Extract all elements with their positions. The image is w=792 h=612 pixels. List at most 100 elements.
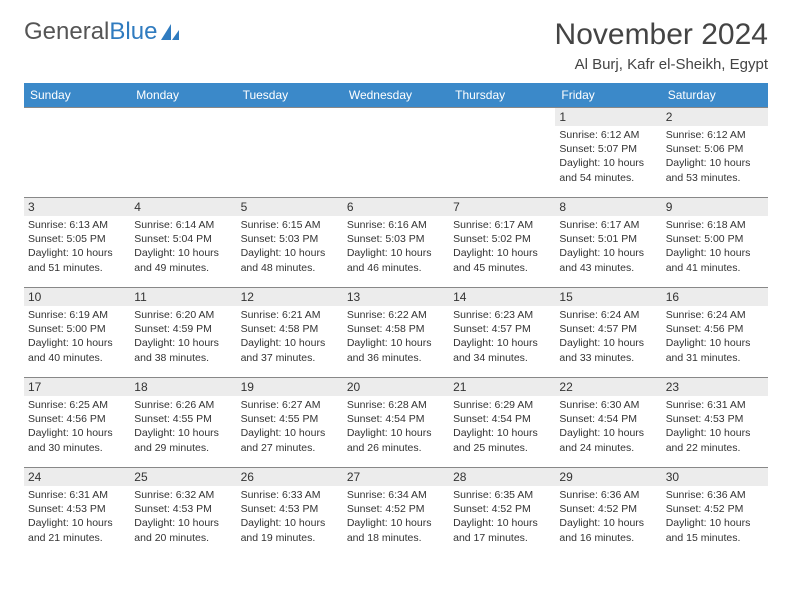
day-details: Sunrise: 6:16 AMSunset: 5:03 PMDaylight:… bbox=[343, 216, 449, 279]
calendar-body: 1Sunrise: 6:12 AMSunset: 5:07 PMDaylight… bbox=[24, 108, 768, 558]
day-number: 24 bbox=[24, 468, 130, 486]
empty-cell bbox=[449, 108, 555, 198]
weekday-header: Wednesday bbox=[343, 83, 449, 108]
day-details: Sunrise: 6:18 AMSunset: 5:00 PMDaylight:… bbox=[662, 216, 768, 279]
day-cell: 22Sunrise: 6:30 AMSunset: 4:54 PMDayligh… bbox=[555, 378, 661, 468]
day-cell: 2Sunrise: 6:12 AMSunset: 5:06 PMDaylight… bbox=[662, 108, 768, 198]
day-cell: 29Sunrise: 6:36 AMSunset: 4:52 PMDayligh… bbox=[555, 468, 661, 558]
month-title: November 2024 bbox=[555, 18, 768, 52]
empty-cell bbox=[130, 108, 236, 198]
day-number: 25 bbox=[130, 468, 236, 486]
day-number: 27 bbox=[343, 468, 449, 486]
day-cell: 14Sunrise: 6:23 AMSunset: 4:57 PMDayligh… bbox=[449, 288, 555, 378]
day-details: Sunrise: 6:30 AMSunset: 4:54 PMDaylight:… bbox=[555, 396, 661, 459]
day-details: Sunrise: 6:36 AMSunset: 4:52 PMDaylight:… bbox=[555, 486, 661, 549]
day-number: 17 bbox=[24, 378, 130, 396]
logo-sail-icon bbox=[159, 22, 181, 42]
day-details: Sunrise: 6:24 AMSunset: 4:57 PMDaylight:… bbox=[555, 306, 661, 369]
day-details: Sunrise: 6:24 AMSunset: 4:56 PMDaylight:… bbox=[662, 306, 768, 369]
day-number: 21 bbox=[449, 378, 555, 396]
day-details: Sunrise: 6:34 AMSunset: 4:52 PMDaylight:… bbox=[343, 486, 449, 549]
day-number: 12 bbox=[237, 288, 343, 306]
day-details: Sunrise: 6:25 AMSunset: 4:56 PMDaylight:… bbox=[24, 396, 130, 459]
header: GeneralBlue November 2024 Al Burj, Kafr … bbox=[24, 18, 768, 73]
logo: GeneralBlue bbox=[24, 18, 181, 46]
day-number: 2 bbox=[662, 108, 768, 126]
day-cell: 5Sunrise: 6:15 AMSunset: 5:03 PMDaylight… bbox=[237, 198, 343, 288]
day-details: Sunrise: 6:15 AMSunset: 5:03 PMDaylight:… bbox=[237, 216, 343, 279]
day-details: Sunrise: 6:20 AMSunset: 4:59 PMDaylight:… bbox=[130, 306, 236, 369]
weekday-header: Tuesday bbox=[237, 83, 343, 108]
day-number: 20 bbox=[343, 378, 449, 396]
day-details: Sunrise: 6:29 AMSunset: 4:54 PMDaylight:… bbox=[449, 396, 555, 459]
day-cell: 27Sunrise: 6:34 AMSunset: 4:52 PMDayligh… bbox=[343, 468, 449, 558]
location: Al Burj, Kafr el-Sheikh, Egypt bbox=[555, 56, 768, 73]
day-details: Sunrise: 6:31 AMSunset: 4:53 PMDaylight:… bbox=[662, 396, 768, 459]
day-cell: 24Sunrise: 6:31 AMSunset: 4:53 PMDayligh… bbox=[24, 468, 130, 558]
day-details: Sunrise: 6:33 AMSunset: 4:53 PMDaylight:… bbox=[237, 486, 343, 549]
day-number: 4 bbox=[130, 198, 236, 216]
day-cell: 10Sunrise: 6:19 AMSunset: 5:00 PMDayligh… bbox=[24, 288, 130, 378]
day-details: Sunrise: 6:12 AMSunset: 5:07 PMDaylight:… bbox=[555, 126, 661, 189]
day-cell: 30Sunrise: 6:36 AMSunset: 4:52 PMDayligh… bbox=[662, 468, 768, 558]
day-details: Sunrise: 6:22 AMSunset: 4:58 PMDaylight:… bbox=[343, 306, 449, 369]
day-cell: 23Sunrise: 6:31 AMSunset: 4:53 PMDayligh… bbox=[662, 378, 768, 468]
day-number: 3 bbox=[24, 198, 130, 216]
day-details: Sunrise: 6:36 AMSunset: 4:52 PMDaylight:… bbox=[662, 486, 768, 549]
day-details: Sunrise: 6:28 AMSunset: 4:54 PMDaylight:… bbox=[343, 396, 449, 459]
day-details: Sunrise: 6:27 AMSunset: 4:55 PMDaylight:… bbox=[237, 396, 343, 459]
day-cell: 3Sunrise: 6:13 AMSunset: 5:05 PMDaylight… bbox=[24, 198, 130, 288]
day-cell: 17Sunrise: 6:25 AMSunset: 4:56 PMDayligh… bbox=[24, 378, 130, 468]
empty-cell bbox=[237, 108, 343, 198]
day-details: Sunrise: 6:17 AMSunset: 5:01 PMDaylight:… bbox=[555, 216, 661, 279]
day-cell: 13Sunrise: 6:22 AMSunset: 4:58 PMDayligh… bbox=[343, 288, 449, 378]
day-number: 23 bbox=[662, 378, 768, 396]
day-number: 29 bbox=[555, 468, 661, 486]
day-details: Sunrise: 6:14 AMSunset: 5:04 PMDaylight:… bbox=[130, 216, 236, 279]
day-cell: 8Sunrise: 6:17 AMSunset: 5:01 PMDaylight… bbox=[555, 198, 661, 288]
weekday-header: Thursday bbox=[449, 83, 555, 108]
day-details: Sunrise: 6:12 AMSunset: 5:06 PMDaylight:… bbox=[662, 126, 768, 189]
day-number: 30 bbox=[662, 468, 768, 486]
day-details: Sunrise: 6:17 AMSunset: 5:02 PMDaylight:… bbox=[449, 216, 555, 279]
day-number: 5 bbox=[237, 198, 343, 216]
day-cell: 16Sunrise: 6:24 AMSunset: 4:56 PMDayligh… bbox=[662, 288, 768, 378]
calendar-table: SundayMondayTuesdayWednesdayThursdayFrid… bbox=[24, 83, 768, 558]
day-details: Sunrise: 6:13 AMSunset: 5:05 PMDaylight:… bbox=[24, 216, 130, 279]
calendar-head: SundayMondayTuesdayWednesdayThursdayFrid… bbox=[24, 83, 768, 108]
day-number: 9 bbox=[662, 198, 768, 216]
day-number: 11 bbox=[130, 288, 236, 306]
day-number: 19 bbox=[237, 378, 343, 396]
day-number: 16 bbox=[662, 288, 768, 306]
day-details: Sunrise: 6:21 AMSunset: 4:58 PMDaylight:… bbox=[237, 306, 343, 369]
day-cell: 26Sunrise: 6:33 AMSunset: 4:53 PMDayligh… bbox=[237, 468, 343, 558]
day-cell: 12Sunrise: 6:21 AMSunset: 4:58 PMDayligh… bbox=[237, 288, 343, 378]
day-cell: 9Sunrise: 6:18 AMSunset: 5:00 PMDaylight… bbox=[662, 198, 768, 288]
day-number: 14 bbox=[449, 288, 555, 306]
day-number: 1 bbox=[555, 108, 661, 126]
title-block: November 2024 Al Burj, Kafr el-Sheikh, E… bbox=[555, 18, 768, 73]
day-details: Sunrise: 6:32 AMSunset: 4:53 PMDaylight:… bbox=[130, 486, 236, 549]
day-number: 13 bbox=[343, 288, 449, 306]
day-details: Sunrise: 6:35 AMSunset: 4:52 PMDaylight:… bbox=[449, 486, 555, 549]
weekday-header: Friday bbox=[555, 83, 661, 108]
day-cell: 7Sunrise: 6:17 AMSunset: 5:02 PMDaylight… bbox=[449, 198, 555, 288]
day-cell: 15Sunrise: 6:24 AMSunset: 4:57 PMDayligh… bbox=[555, 288, 661, 378]
day-cell: 20Sunrise: 6:28 AMSunset: 4:54 PMDayligh… bbox=[343, 378, 449, 468]
weekday-header: Saturday bbox=[662, 83, 768, 108]
day-cell: 1Sunrise: 6:12 AMSunset: 5:07 PMDaylight… bbox=[555, 108, 661, 198]
day-number: 10 bbox=[24, 288, 130, 306]
day-cell: 19Sunrise: 6:27 AMSunset: 4:55 PMDayligh… bbox=[237, 378, 343, 468]
day-details: Sunrise: 6:31 AMSunset: 4:53 PMDaylight:… bbox=[24, 486, 130, 549]
day-number: 28 bbox=[449, 468, 555, 486]
day-cell: 4Sunrise: 6:14 AMSunset: 5:04 PMDaylight… bbox=[130, 198, 236, 288]
day-details: Sunrise: 6:19 AMSunset: 5:00 PMDaylight:… bbox=[24, 306, 130, 369]
day-number: 6 bbox=[343, 198, 449, 216]
day-number: 18 bbox=[130, 378, 236, 396]
empty-cell bbox=[24, 108, 130, 198]
day-cell: 6Sunrise: 6:16 AMSunset: 5:03 PMDaylight… bbox=[343, 198, 449, 288]
day-details: Sunrise: 6:23 AMSunset: 4:57 PMDaylight:… bbox=[449, 306, 555, 369]
day-details: Sunrise: 6:26 AMSunset: 4:55 PMDaylight:… bbox=[130, 396, 236, 459]
weekday-header: Sunday bbox=[24, 83, 130, 108]
day-number: 26 bbox=[237, 468, 343, 486]
